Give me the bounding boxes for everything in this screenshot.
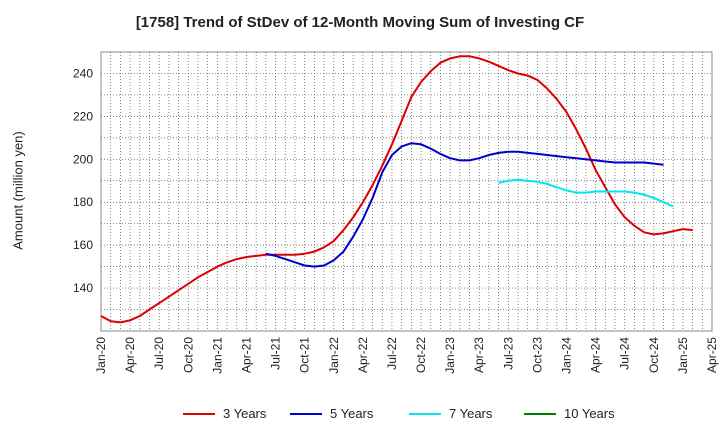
y-axis-ticks: 140 160 180 200 220 240 [73, 66, 93, 295]
chart-title: [1758] Trend of StDev of 12-Month Moving… [135, 14, 585, 31]
x-tick-label: Oct-20 [181, 337, 195, 373]
legend-label: 7 Years [449, 406, 493, 421]
legend-label: 3 Years [223, 406, 267, 421]
x-tick-label: Jan-22 [327, 337, 341, 374]
x-tick-label: Oct-23 [530, 337, 544, 373]
x-axis-ticks: Jan-20 Apr-20 Jul-20 Oct-20 Jan-21 Apr-21 Jul-… [94, 337, 719, 374]
y-tick-label: 140 [73, 281, 93, 295]
x-tick-label: Apr-23 [472, 337, 486, 373]
legend-item: 3 Years [183, 406, 266, 421]
x-tick-label: Jan-20 [94, 337, 108, 374]
x-tick-label: Oct-22 [414, 337, 428, 373]
x-tick-label: Jul-24 [618, 337, 632, 370]
legend-item: 10 Years [524, 406, 615, 421]
legend-label: 10 Years [564, 406, 615, 421]
y-tick-label: 200 [73, 152, 93, 166]
x-tick-label: Jul-22 [385, 337, 399, 370]
legend-label: 5 Years [330, 406, 374, 421]
x-tick-label: Jan-21 [210, 337, 224, 374]
series-line-7-years [498, 178, 674, 208]
y-tick-label: 240 [73, 66, 93, 80]
legend-item: 7 Years [409, 406, 492, 421]
x-tick-label: Jan-23 [443, 337, 457, 374]
x-tick-label: Oct-21 [298, 337, 312, 373]
legend-item: 5 Years [290, 406, 373, 421]
y-tick-label: 180 [73, 195, 93, 209]
x-tick-label: Apr-24 [589, 337, 603, 373]
x-tick-label: Jul-20 [152, 337, 166, 370]
series-line-3-years [100, 55, 693, 324]
x-tick-label: Apr-22 [356, 337, 370, 373]
x-tick-label: Jan-25 [676, 337, 690, 374]
x-tick-label: Apr-20 [123, 337, 137, 373]
y-tick-label: 160 [73, 238, 93, 252]
series-line-5-years [265, 142, 664, 268]
x-tick-label: Jan-24 [560, 337, 574, 374]
x-tick-label: Jul-23 [501, 337, 515, 370]
legend: 3 Years 5 Years 7 Years 10 Years [0, 406, 720, 426]
legend-swatch [524, 412, 556, 415]
x-tick-label: Apr-21 [239, 337, 253, 373]
x-tick-label: Jul-21 [269, 337, 283, 370]
y-tick-label: 220 [73, 109, 93, 123]
legend-swatch [409, 412, 441, 415]
legend-swatch [290, 412, 322, 415]
legend-swatch [183, 412, 215, 415]
series-lines [100, 55, 693, 324]
x-tick-label: Apr-25 [705, 337, 719, 373]
x-tick-label: Oct-24 [647, 337, 661, 373]
